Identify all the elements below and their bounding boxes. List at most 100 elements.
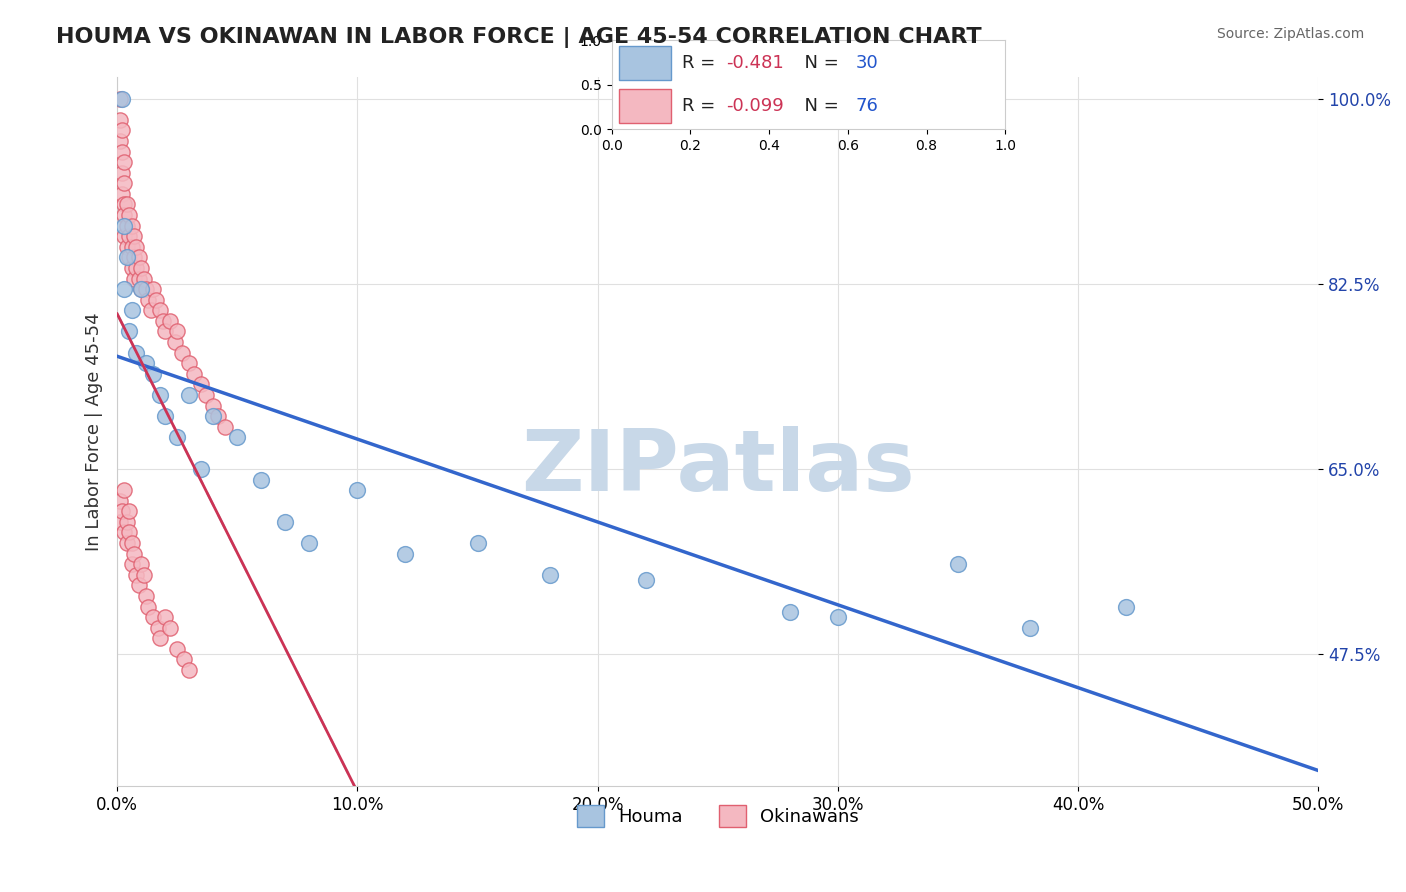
Point xyxy=(112,219,135,233)
Point xyxy=(170,345,193,359)
Point xyxy=(138,599,160,614)
Point xyxy=(298,536,321,550)
Legend: Houma, Okinawans: Houma, Okinawans xyxy=(569,797,866,834)
Point xyxy=(122,271,145,285)
Point xyxy=(250,473,273,487)
Point xyxy=(121,558,143,572)
Point xyxy=(1115,599,1137,614)
Point xyxy=(146,621,169,635)
Point xyxy=(111,145,134,159)
Point xyxy=(112,155,135,169)
Point xyxy=(112,229,135,244)
Text: HOUMA VS OKINAWAN IN LABOR FORCE | AGE 45-54 CORRELATION CHART: HOUMA VS OKINAWAN IN LABOR FORCE | AGE 4… xyxy=(56,27,981,48)
Point xyxy=(108,112,131,127)
Point xyxy=(118,208,141,222)
Point xyxy=(779,605,801,619)
Point xyxy=(111,123,134,137)
Point xyxy=(125,345,148,359)
Point xyxy=(173,652,195,666)
Text: -0.099: -0.099 xyxy=(725,97,783,115)
Point xyxy=(122,547,145,561)
Point xyxy=(125,260,148,275)
Point xyxy=(112,176,135,190)
Point xyxy=(115,251,138,265)
Point xyxy=(129,558,152,572)
Point xyxy=(108,134,131,148)
Text: 76: 76 xyxy=(856,97,879,115)
Point xyxy=(145,293,167,307)
Point xyxy=(207,409,229,423)
Point xyxy=(121,219,143,233)
Text: ZIPatlas: ZIPatlas xyxy=(520,425,915,509)
Point xyxy=(118,504,141,518)
Point xyxy=(115,240,138,254)
Point xyxy=(128,251,150,265)
Point xyxy=(121,240,143,254)
Point xyxy=(118,229,141,244)
Text: N =: N = xyxy=(793,97,844,115)
Point xyxy=(111,504,134,518)
Point xyxy=(112,282,135,296)
Point xyxy=(125,567,148,582)
Point xyxy=(142,282,165,296)
Point xyxy=(112,208,135,222)
Point xyxy=(179,663,201,677)
Point xyxy=(827,610,849,624)
Point xyxy=(118,251,141,265)
Point xyxy=(159,314,181,328)
Point xyxy=(111,186,134,201)
Point xyxy=(128,578,150,592)
Point xyxy=(108,493,131,508)
Point xyxy=(129,260,152,275)
Point xyxy=(108,92,131,106)
Point xyxy=(166,430,188,444)
Point xyxy=(226,430,249,444)
Point xyxy=(118,325,141,339)
Point xyxy=(274,515,297,529)
Text: N =: N = xyxy=(793,54,844,72)
Point xyxy=(135,589,157,603)
Y-axis label: In Labor Force | Age 45-54: In Labor Force | Age 45-54 xyxy=(86,313,103,551)
Point xyxy=(149,388,172,402)
Point xyxy=(155,610,177,624)
Point xyxy=(112,525,135,540)
Point xyxy=(111,92,134,106)
Point xyxy=(121,303,143,318)
Point xyxy=(202,399,225,413)
Point xyxy=(166,325,188,339)
Point xyxy=(135,356,157,370)
Point xyxy=(155,409,177,423)
FancyBboxPatch shape xyxy=(620,89,671,123)
Point xyxy=(166,641,188,656)
Point xyxy=(115,536,138,550)
Point xyxy=(152,314,174,328)
Point xyxy=(121,260,143,275)
Point xyxy=(634,573,657,587)
Point xyxy=(467,536,489,550)
Point xyxy=(1019,621,1042,635)
Point xyxy=(179,388,201,402)
Point xyxy=(149,632,172,646)
Text: R =: R = xyxy=(682,97,721,115)
Text: 30: 30 xyxy=(856,54,879,72)
Point xyxy=(112,483,135,498)
Point xyxy=(142,610,165,624)
Point xyxy=(202,409,225,423)
Point xyxy=(138,293,160,307)
Point xyxy=(946,558,969,572)
Point xyxy=(538,567,561,582)
Point xyxy=(190,377,212,392)
Text: -0.481: -0.481 xyxy=(725,54,783,72)
Point xyxy=(115,515,138,529)
Point xyxy=(183,367,205,381)
Point xyxy=(111,166,134,180)
Point xyxy=(149,303,172,318)
Point xyxy=(346,483,368,498)
Point xyxy=(159,621,181,635)
Point xyxy=(125,240,148,254)
Point xyxy=(108,515,131,529)
Point xyxy=(122,251,145,265)
Text: Source: ZipAtlas.com: Source: ZipAtlas.com xyxy=(1216,27,1364,41)
FancyBboxPatch shape xyxy=(620,46,671,80)
Point xyxy=(132,271,155,285)
